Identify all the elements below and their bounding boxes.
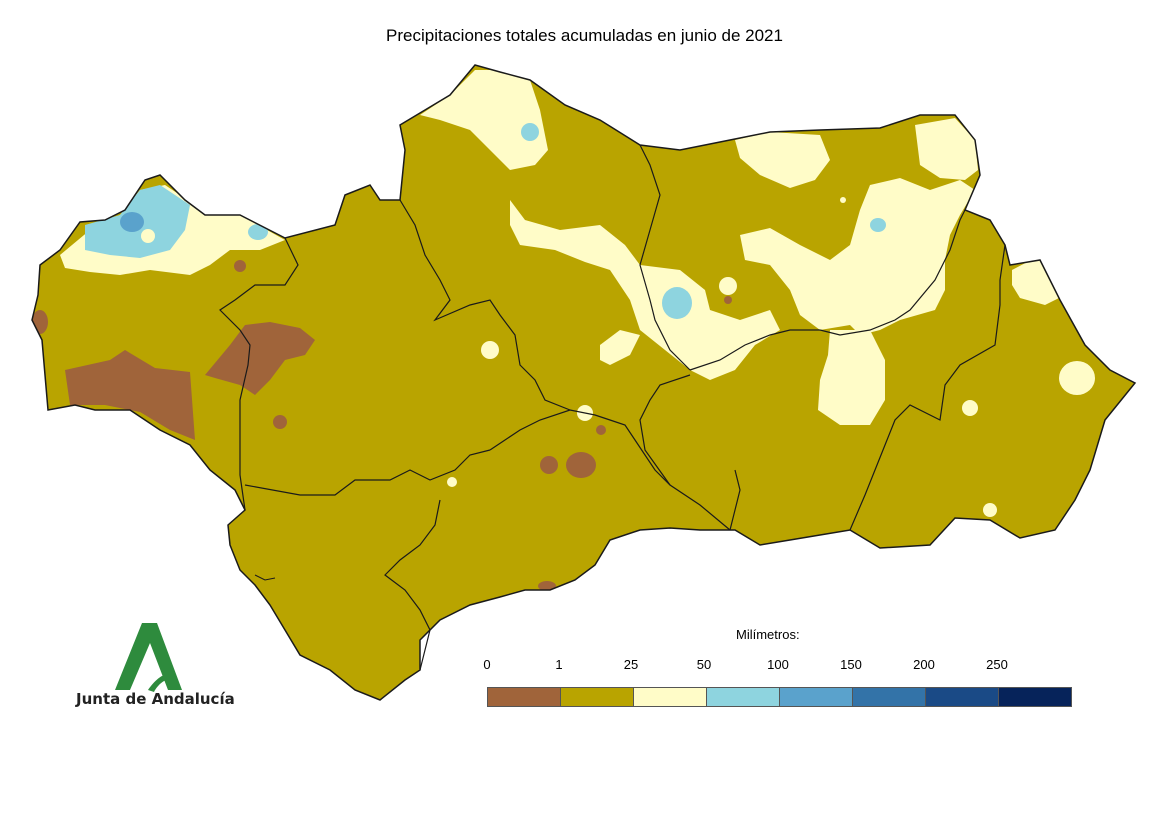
legend-title: Milímetros: (736, 627, 800, 642)
legend-swatch-0 (488, 688, 561, 706)
legend-swatch-7 (999, 688, 1071, 706)
legend-swatch-4 (780, 688, 853, 706)
legend-label: 50 (696, 657, 712, 672)
map-title: Precipitaciones totales acumuladas en ju… (386, 26, 783, 45)
legend-label: 250 (986, 657, 1008, 672)
legend-swatch-3 (707, 688, 780, 706)
legend-swatch-6 (926, 688, 999, 706)
legend-label: 1 (555, 657, 563, 672)
legend-label: 100 (767, 657, 789, 672)
logo-text: Junta de Andalucía (76, 690, 235, 708)
legend-color-bar (487, 687, 1072, 707)
legend-swatch-5 (853, 688, 926, 706)
province-borders (219, 144, 1006, 671)
legend-swatch-1 (561, 688, 634, 706)
legend-label: 0 (483, 657, 491, 672)
legend-label: 25 (623, 657, 639, 672)
legend-swatch-2 (634, 688, 707, 706)
legend-label: 200 (913, 657, 935, 672)
junta-logo-icon (115, 623, 182, 692)
legend-label: 150 (840, 657, 862, 672)
